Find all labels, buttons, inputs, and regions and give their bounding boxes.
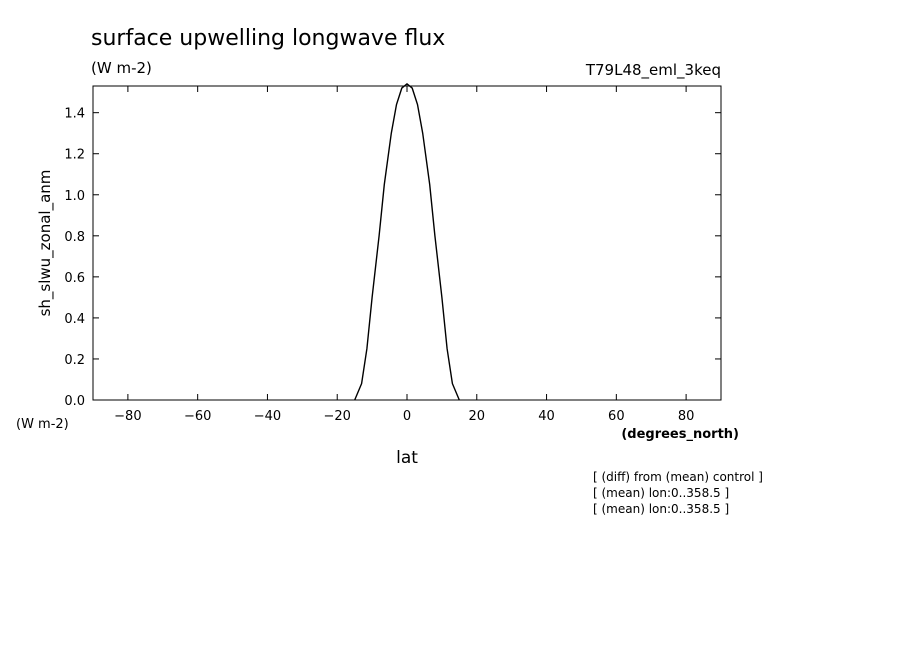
x-axis-label: lat [396, 448, 418, 468]
x-tick-label: 20 [469, 409, 486, 424]
y-tick-label: 1.2 [64, 148, 85, 163]
chart-units: (W m-2) [91, 59, 152, 77]
y-tick-label: 0.6 [64, 271, 85, 286]
y-tick-label: 1.4 [64, 107, 85, 122]
y-tick-label: 1.0 [64, 189, 85, 204]
x-tick-label: −40 [254, 409, 281, 424]
note-line-3: [ (mean) lon:0..358.5 ] [593, 502, 729, 516]
x-axis-ticks: −80 −60 −40 −20 0 20 40 60 80 [114, 86, 694, 424]
note-line-2: [ (mean) lon:0..358.5 ] [593, 486, 729, 500]
x-tick-label: −80 [114, 409, 141, 424]
note-line-1: [ (diff) from (mean) control ] [593, 470, 763, 484]
x-tick-label: 0 [403, 409, 411, 424]
experiment-label: T79L48_eml_3keq [585, 61, 721, 80]
x-axis-units: (degrees_north) [621, 427, 739, 442]
y-tick-label: 0.0 [64, 394, 85, 409]
x-tick-label: 60 [608, 409, 625, 424]
y-tick-label: 0.4 [64, 312, 85, 327]
y-axis-ticks: 0.0 0.2 0.4 0.6 0.8 1.0 1.2 1.4 [64, 107, 721, 409]
x-tick-label: −20 [324, 409, 351, 424]
y-tick-label: 0.8 [64, 230, 85, 245]
y-tick-label: 0.2 [64, 353, 85, 368]
series-line [354, 83, 460, 401]
y-axis-label: sh_slwu_zonal_anm [36, 170, 55, 317]
plot-frame [92, 85, 722, 401]
x-tick-label: 80 [678, 409, 695, 424]
series-layer [354, 83, 460, 401]
x-tick-label: 40 [538, 409, 555, 424]
y-axis-units: (W m-2) [16, 417, 69, 432]
chart-title: surface upwelling longwave flux [91, 26, 445, 51]
x-tick-label: −60 [184, 409, 211, 424]
